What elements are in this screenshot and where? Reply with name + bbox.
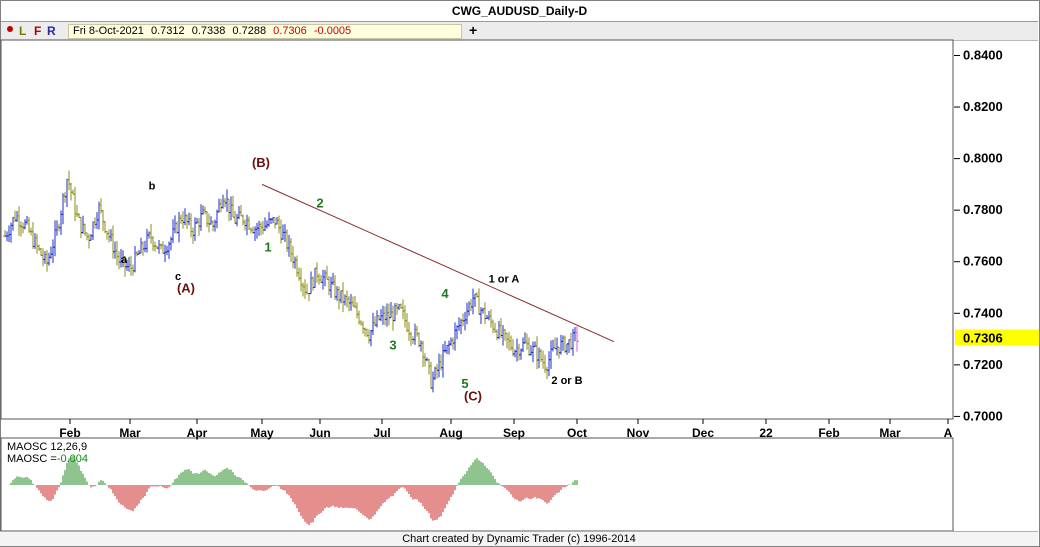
wave-label: 5 (461, 376, 468, 391)
last-price-label: 0.7306 (963, 331, 1003, 346)
wave-label: (B) (252, 155, 270, 170)
x-tick-label: May (250, 426, 274, 440)
price-panel (0, 39, 954, 420)
trendline[interactable] (261, 183, 615, 343)
x-tick-label: A (944, 426, 953, 440)
wave-label: 2 or B (551, 375, 582, 387)
quote-readout: Fri 8-Oct-2021 0.7312 0.7338 0.7288 0.73… (68, 24, 462, 39)
toolbar-l-button[interactable]: L (19, 24, 27, 38)
wave-label: b (149, 181, 156, 193)
wave-label: a (121, 254, 128, 266)
indicator-name: MAOSC 12,26,9 (7, 441, 88, 453)
x-tick-label: Mar (119, 426, 141, 440)
indicator-value: -0.004 (56, 453, 89, 465)
quote-low: 0.7288 (232, 25, 267, 37)
quote-change: -0.0005 (313, 25, 352, 37)
record-dot-icon[interactable] (7, 26, 13, 32)
quote-date: Fri 8-Oct-2021 (73, 25, 144, 37)
indicator-value-label: MAOSC = (7, 453, 57, 465)
y-tick-label: 0.8400 (963, 47, 1003, 62)
toolbar-f-button[interactable]: F (34, 24, 42, 38)
y-tick-label: 0.7400 (963, 305, 1003, 320)
wave-label: 1 or A (489, 273, 520, 285)
toolbar-r-button[interactable]: R (47, 24, 56, 38)
x-tick-label: Feb (59, 426, 80, 440)
y-tick-label: 0.8200 (963, 99, 1003, 114)
x-tick-label: Oct (567, 426, 587, 440)
x-tick-label: Sep (503, 426, 525, 440)
quote-close: 0.7306 (273, 25, 307, 37)
chart-title: CWG_AUDUSD_Daily-D (451, 4, 588, 18)
y-tick-label: 0.8000 (963, 151, 1003, 166)
x-tick-label: 22 (759, 426, 773, 440)
wave-label: 2 (316, 196, 323, 211)
wave-label: 1 (264, 239, 271, 254)
x-tick-label: Jun (309, 426, 330, 440)
indicator-value-row: MAOSC =-0.004 (7, 453, 88, 465)
y-tick-label: 0.7000 (963, 408, 1003, 423)
y-tick-label: 0.7200 (963, 357, 1003, 372)
x-tick-label: Feb (818, 426, 839, 440)
y-tick-label: 0.7600 (963, 254, 1003, 269)
wave-label: (A) (177, 281, 195, 296)
wave-label: c (175, 271, 181, 283)
footer-credit: Chart created by Dynamic Trader (c) 1996… (402, 533, 636, 545)
quote-high: 0.7338 (191, 25, 226, 37)
x-tick-label: Mar (879, 426, 901, 440)
wave-label: 3 (389, 337, 396, 352)
footer: Chart created by Dynamic Trader (c) 1996… (0, 531, 1038, 546)
x-tick-label: Aug (439, 426, 462, 440)
y-tick-label: 0.7800 (963, 202, 1003, 217)
toolbar: L F R Fri 8-Oct-2021 0.7312 0.7338 0.728… (1, 22, 1038, 41)
crosshair-plus-icon[interactable]: + (469, 22, 478, 38)
last-price-marker (955, 329, 1039, 346)
x-tick-label: Apr (187, 426, 208, 440)
quote-open: 0.7312 (150, 25, 185, 37)
x-tick-label: Jul (373, 426, 390, 440)
x-tick-label: Nov (627, 426, 650, 440)
wave-label: (C) (464, 388, 482, 403)
x-tick-label: Dec (692, 426, 714, 440)
wave-label: 4 (441, 286, 449, 301)
title-bar: CWG_AUDUSD_Daily-D (1, 1, 1038, 22)
